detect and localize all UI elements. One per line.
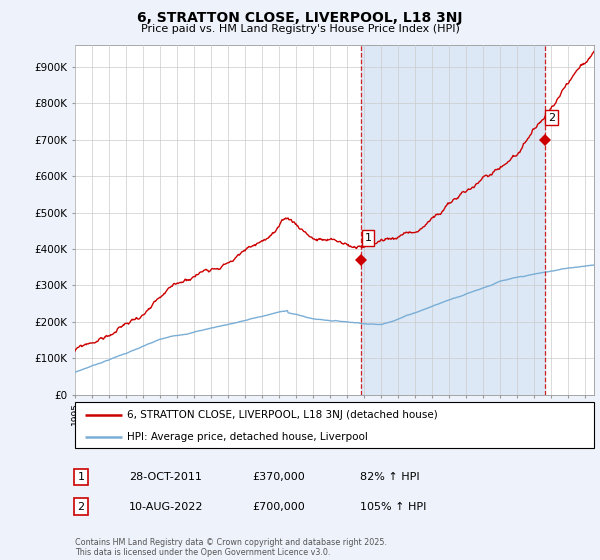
Text: 1: 1 xyxy=(77,472,85,482)
Text: 105% ↑ HPI: 105% ↑ HPI xyxy=(360,502,427,512)
Text: 6, STRATTON CLOSE, LIVERPOOL, L18 3NJ (detached house): 6, STRATTON CLOSE, LIVERPOOL, L18 3NJ (d… xyxy=(127,410,437,420)
Text: £370,000: £370,000 xyxy=(252,472,305,482)
Text: 6, STRATTON CLOSE, LIVERPOOL, L18 3NJ: 6, STRATTON CLOSE, LIVERPOOL, L18 3NJ xyxy=(137,11,463,25)
FancyBboxPatch shape xyxy=(75,402,594,448)
Text: 82% ↑ HPI: 82% ↑ HPI xyxy=(360,472,419,482)
Text: Price paid vs. HM Land Registry's House Price Index (HPI): Price paid vs. HM Land Registry's House … xyxy=(140,24,460,34)
Text: 2: 2 xyxy=(548,113,555,123)
Text: 10-AUG-2022: 10-AUG-2022 xyxy=(129,502,203,512)
Text: Contains HM Land Registry data © Crown copyright and database right 2025.
This d: Contains HM Land Registry data © Crown c… xyxy=(75,538,387,557)
Text: £700,000: £700,000 xyxy=(252,502,305,512)
Bar xyxy=(361,45,545,395)
Text: 1: 1 xyxy=(365,233,371,243)
Text: 28-OCT-2011: 28-OCT-2011 xyxy=(129,472,202,482)
Text: 2: 2 xyxy=(77,502,85,512)
Text: HPI: Average price, detached house, Liverpool: HPI: Average price, detached house, Live… xyxy=(127,432,368,441)
